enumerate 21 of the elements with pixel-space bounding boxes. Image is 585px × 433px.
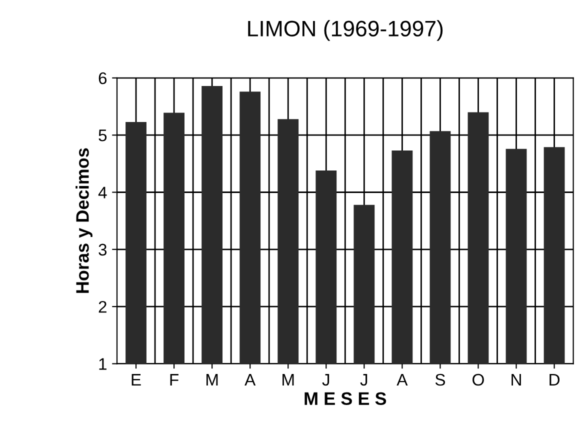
x-tick-label: N: [512, 374, 521, 386]
x-tick-label: J: [322, 374, 330, 386]
x-tick-label: E: [132, 374, 141, 386]
y-tick-label: 1: [99, 358, 106, 370]
x-tick-label: M: [206, 374, 218, 386]
x-tick-label: A: [396, 374, 408, 386]
y-tick-label: 3: [98, 244, 107, 256]
x-tick-label: J: [360, 374, 368, 386]
x-tick-label: D: [550, 374, 560, 386]
x-tick-label: A: [244, 374, 256, 386]
x-tick-label: O: [472, 374, 484, 386]
y-axis-title: Horas y Decimos: [76, 148, 92, 293]
y-tick-label: 2: [98, 300, 106, 313]
x-tick-label: S: [435, 374, 446, 386]
y-tick-label: 6: [98, 72, 107, 84]
x-tick-label: M: [282, 374, 294, 386]
y-tick-label: 5: [98, 130, 107, 142]
x-axis-title: M E S E S: [304, 392, 386, 406]
chart-title: LIMON (1969-1997): [248, 20, 443, 41]
x-tick-label: F: [170, 374, 178, 386]
y-tick-label: 4: [98, 186, 107, 198]
